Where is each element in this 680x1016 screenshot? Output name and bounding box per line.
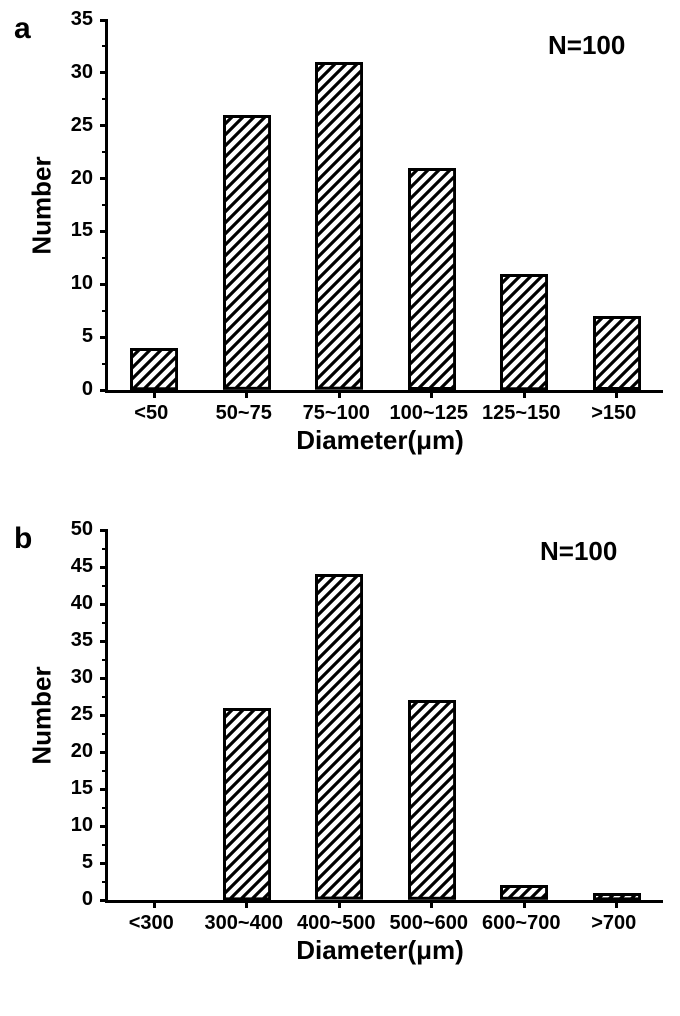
y-tick-label: 10 bbox=[71, 814, 93, 837]
y-tick-minor bbox=[102, 696, 108, 698]
x-tick-label: 500~600 bbox=[383, 912, 476, 935]
y-tick-label: 5 bbox=[82, 325, 93, 348]
panel-b-label: b bbox=[14, 522, 32, 556]
chart-a-ylabel: Number bbox=[27, 146, 58, 266]
y-tick bbox=[100, 336, 108, 339]
x-tick bbox=[430, 390, 433, 398]
x-tick-label: 600~700 bbox=[475, 912, 568, 935]
x-tick-label: 125~150 bbox=[475, 402, 568, 425]
y-tick bbox=[100, 899, 108, 902]
x-tick-label: >700 bbox=[568, 912, 661, 935]
y-tick-label: 5 bbox=[82, 851, 93, 874]
y-tick-label: 15 bbox=[71, 777, 93, 800]
y-tick-minor bbox=[102, 622, 108, 624]
chart-a-plot bbox=[105, 20, 663, 393]
bar bbox=[408, 700, 456, 900]
y-tick-label: 40 bbox=[71, 592, 93, 615]
y-tick-minor bbox=[102, 257, 108, 259]
bar bbox=[223, 708, 271, 900]
chart-b-plot bbox=[105, 530, 663, 903]
y-tick bbox=[100, 389, 108, 392]
y-tick-label: 50 bbox=[71, 518, 93, 541]
y-tick-label: 20 bbox=[71, 167, 93, 190]
x-tick-label: 75~100 bbox=[290, 402, 383, 425]
y-tick bbox=[100, 788, 108, 791]
y-tick-minor bbox=[102, 310, 108, 312]
y-tick bbox=[100, 230, 108, 233]
x-tick-label: 400~500 bbox=[290, 912, 383, 935]
x-tick bbox=[523, 390, 526, 398]
chart-a-xlabel: Diameter(μm) bbox=[260, 425, 500, 456]
y-tick-label: 35 bbox=[71, 8, 93, 31]
y-tick-label: 35 bbox=[71, 629, 93, 652]
y-tick-minor bbox=[102, 807, 108, 809]
x-tick-label: 50~75 bbox=[198, 402, 291, 425]
bar bbox=[130, 348, 178, 390]
y-tick-minor bbox=[102, 844, 108, 846]
y-tick bbox=[100, 566, 108, 569]
bar bbox=[593, 316, 641, 390]
x-tick bbox=[245, 900, 248, 908]
y-tick bbox=[100, 825, 108, 828]
x-tick bbox=[338, 390, 341, 398]
x-tick-label: 100~125 bbox=[383, 402, 476, 425]
x-tick-label: 300~400 bbox=[198, 912, 291, 935]
chart-b-ylabel: Number bbox=[27, 656, 58, 776]
x-tick-label: >150 bbox=[568, 402, 661, 425]
y-tick-minor bbox=[102, 363, 108, 365]
y-tick-minor bbox=[102, 659, 108, 661]
x-tick bbox=[338, 900, 341, 908]
y-tick-label: 45 bbox=[71, 555, 93, 578]
y-tick bbox=[100, 603, 108, 606]
x-tick bbox=[153, 390, 156, 398]
x-tick bbox=[430, 900, 433, 908]
x-tick bbox=[523, 900, 526, 908]
y-tick bbox=[100, 677, 108, 680]
x-tick-label: <50 bbox=[105, 402, 198, 425]
figure-container: a N=100 Number Diameter(μm) b N=100 Numb… bbox=[0, 0, 680, 1016]
y-tick bbox=[100, 640, 108, 643]
y-tick bbox=[100, 751, 108, 754]
x-tick-label: <300 bbox=[105, 912, 198, 935]
y-tick-label: 25 bbox=[71, 114, 93, 137]
bar bbox=[500, 274, 548, 390]
y-tick bbox=[100, 71, 108, 74]
y-tick-label: 25 bbox=[71, 703, 93, 726]
y-tick bbox=[100, 177, 108, 180]
y-tick-minor bbox=[102, 585, 108, 587]
y-tick-label: 30 bbox=[71, 61, 93, 84]
y-tick bbox=[100, 283, 108, 286]
y-tick-minor bbox=[102, 151, 108, 153]
y-tick bbox=[100, 529, 108, 532]
y-tick bbox=[100, 124, 108, 127]
y-tick-minor bbox=[102, 770, 108, 772]
y-tick-label: 20 bbox=[71, 740, 93, 763]
x-tick bbox=[615, 390, 618, 398]
y-tick-minor bbox=[102, 98, 108, 100]
bar bbox=[408, 168, 456, 390]
bar bbox=[500, 885, 548, 900]
bar bbox=[223, 115, 271, 390]
y-tick-minor bbox=[102, 45, 108, 47]
y-tick-label: 0 bbox=[82, 378, 93, 401]
bar bbox=[315, 62, 363, 390]
y-tick-label: 15 bbox=[71, 219, 93, 242]
y-tick bbox=[100, 862, 108, 865]
y-tick bbox=[100, 714, 108, 717]
x-tick bbox=[245, 390, 248, 398]
y-tick-minor bbox=[102, 733, 108, 735]
y-tick-minor bbox=[102, 548, 108, 550]
y-tick-label: 0 bbox=[82, 888, 93, 911]
y-tick-minor bbox=[102, 204, 108, 206]
y-tick bbox=[100, 19, 108, 22]
panel-a-label: a bbox=[14, 12, 31, 46]
x-tick bbox=[153, 900, 156, 908]
x-tick bbox=[615, 900, 618, 908]
y-tick-minor bbox=[102, 881, 108, 883]
bar bbox=[593, 893, 641, 900]
y-tick-label: 10 bbox=[71, 272, 93, 295]
bar bbox=[315, 574, 363, 900]
y-tick-label: 30 bbox=[71, 666, 93, 689]
chart-b-xlabel: Diameter(μm) bbox=[260, 935, 500, 966]
